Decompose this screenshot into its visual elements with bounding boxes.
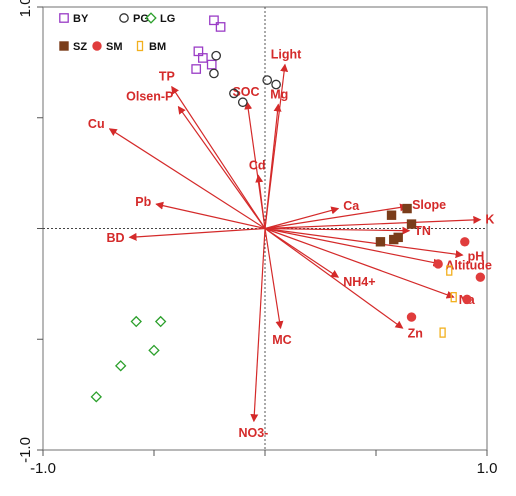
- vector-label: K: [485, 212, 494, 226]
- sample-point-sm: [475, 272, 486, 282]
- vector-arrow: [155, 201, 266, 230]
- legend-label-sz: SZ: [73, 41, 87, 53]
- sample-point-by: [197, 53, 208, 63]
- points-layer: [90, 15, 486, 403]
- legend-label-sm: SM: [106, 41, 123, 53]
- legend-label-lg: LG: [160, 13, 175, 25]
- sample-point-sm: [460, 237, 470, 247]
- vector-label: BD: [107, 231, 125, 245]
- sample-point-by: [191, 64, 202, 74]
- vector-label: Slope: [412, 198, 446, 212]
- sample-point-lg: [154, 315, 167, 328]
- vector-arrow: [250, 228, 266, 423]
- sample-point-sm: [406, 312, 417, 322]
- y-tick-label: -1.0: [17, 437, 34, 463]
- x-tick-label: -1.0: [30, 460, 56, 477]
- sample-point-bm: [446, 265, 453, 276]
- vector-arrow: [264, 227, 455, 299]
- vector-arrow: [264, 228, 284, 330]
- vectors-layer: Light TP Olsen-P SOC Mg Cu Cd Pb BD Ca Slope K TN pHA…: [88, 48, 494, 441]
- vector-arrow: [264, 227, 464, 259]
- vector-arrow: [177, 105, 266, 229]
- legend-marker-sm: [92, 41, 102, 51]
- legend-marker-pg: [119, 13, 129, 23]
- vector-label: Cd: [249, 158, 266, 172]
- plot-frame-layer: -1.0 1.0 -1.0 1.0: [17, 0, 497, 477]
- sample-point-pg: [271, 79, 281, 90]
- vector-arrow: [264, 203, 409, 230]
- vector-label: Olsen-P: [126, 90, 173, 104]
- vector-arrow: [255, 174, 266, 229]
- y-tick-label: 1.0: [17, 0, 34, 17]
- vector-label: Zn: [408, 326, 423, 340]
- sample-point-pg: [211, 50, 222, 61]
- vector-arrow: [264, 226, 411, 235]
- sample-point-by: [215, 22, 226, 32]
- legend-label-pg: PG: [133, 13, 149, 25]
- vector-label: TP: [159, 70, 175, 84]
- sample-point-sz: [393, 232, 403, 243]
- vector-arrow: [264, 103, 282, 229]
- vector-label: NO3-: [238, 426, 268, 440]
- sample-point-bm: [450, 292, 457, 303]
- sample-point-lg: [148, 344, 160, 357]
- sample-point-pg: [229, 88, 239, 99]
- legend-marker-bm: [136, 40, 144, 52]
- vector-label: Light: [271, 48, 302, 62]
- sample-point-by: [206, 59, 217, 70]
- vector-arrow: [264, 227, 442, 267]
- sample-point-sz: [386, 210, 397, 220]
- sample-point-sm: [433, 259, 443, 269]
- sample-point-sz: [375, 237, 386, 247]
- vector-arrow: [128, 227, 266, 241]
- sample-point-sz: [406, 219, 417, 229]
- sample-point-pg: [237, 97, 248, 108]
- legend: BY PG LG SZ SM BM: [59, 12, 175, 53]
- sample-point-lg: [90, 391, 102, 403]
- vector-label: Cu: [88, 117, 105, 131]
- sample-point-sz: [402, 203, 412, 214]
- legend-label-bm: BM: [149, 41, 166, 53]
- sample-point-pg: [262, 75, 273, 85]
- vector-arrow: [171, 85, 266, 229]
- vector-label: pH: [468, 249, 485, 263]
- vector-arrow: [264, 228, 404, 329]
- vector-label: MC: [272, 333, 291, 347]
- legend-marker-sz: [59, 41, 69, 51]
- vector-arrow: [264, 215, 482, 230]
- sample-point-pg: [209, 68, 219, 79]
- sample-point-lg: [130, 315, 142, 328]
- sample-point-lg: [114, 360, 127, 372]
- vector-arrow: [108, 128, 266, 230]
- legend-marker-by: [59, 13, 69, 23]
- legend-marker-lg: [145, 12, 157, 24]
- vector-arrow: [264, 206, 340, 230]
- vector-label: TN: [414, 224, 431, 238]
- x-tick-label: 1.0: [477, 460, 498, 477]
- vector-label: Altitude: [445, 259, 492, 273]
- sample-point-by: [209, 15, 219, 26]
- vector-label: Pb: [135, 195, 151, 209]
- vector-label: NH4+: [343, 275, 375, 289]
- sample-point-bm: [439, 327, 446, 338]
- vector-label: Mg: [270, 87, 288, 101]
- sample-point-sm: [462, 294, 472, 305]
- vector-label: Ca: [343, 199, 360, 213]
- legend-label-by: BY: [73, 13, 89, 25]
- vector-label: SOC: [232, 85, 259, 99]
